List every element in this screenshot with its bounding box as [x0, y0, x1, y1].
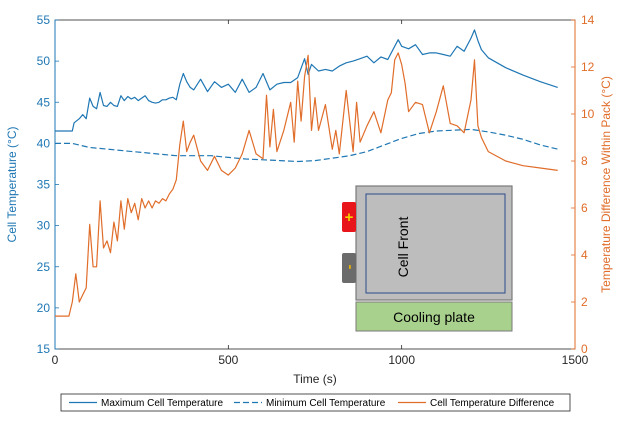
y-left-tick-label: 35 — [37, 178, 51, 192]
x-tick-label: 1500 — [562, 353, 589, 367]
plus-terminal-mark: + — [345, 209, 354, 226]
cell-inner-outline — [365, 193, 506, 294]
cell-body — [355, 185, 513, 301]
legend-label-min: Minimum Cell Temperature — [266, 398, 386, 409]
y-left-tick-label: 30 — [37, 219, 51, 233]
y-right-tick-label: 8 — [581, 154, 588, 168]
plus-terminal — [342, 202, 356, 232]
y-left-tick-label: 25 — [37, 260, 51, 274]
cooling-plate — [355, 301, 513, 332]
minus-terminal-mark: - — [342, 265, 359, 270]
legend-box — [60, 393, 571, 412]
series-cell-temperature-difference — [55, 52, 558, 317]
legend-label-max: Maximum Cell Temperature — [101, 398, 224, 409]
x-axis-label: Time (s) — [293, 372, 337, 386]
x-tick-label: 500 — [218, 353, 238, 367]
y-left-tick-label: 40 — [37, 136, 51, 150]
y-right-tick-label: 12 — [581, 60, 595, 74]
y-left-tick-label: 45 — [37, 95, 51, 109]
cooling-plate-label: Cooling plate — [393, 309, 475, 325]
series-min-cell-temperature — [55, 128, 558, 163]
x-tick-label: 0 — [52, 353, 59, 367]
x-tick-label: 1000 — [388, 353, 415, 367]
cell-inset-diagram: Cell Front + - Cooling plate — [342, 185, 513, 332]
chart-legend: Maximum Cell Temperature Minimum Cell Te… — [60, 393, 571, 412]
y-left-tick-label: 20 — [37, 301, 51, 315]
y-left-tick-label: 55 — [37, 13, 51, 27]
series-group — [55, 29, 558, 317]
legend-label-diff: Cell Temperature Difference — [430, 398, 555, 409]
y-right-tick-label: 10 — [581, 107, 595, 121]
cell-front-label: Cell Front — [395, 217, 411, 278]
y-right-axis-label: Temperature Difference Within Pack (°C) — [599, 76, 613, 293]
y-right-tick-label: 4 — [581, 248, 588, 262]
axes-group: 0 500 1000 1500 15 20 25 30 35 40 45 50 55 0 2 4 6 8 10 12 1… — [5, 13, 613, 386]
y-right-tick-label: 0 — [581, 342, 588, 356]
minus-terminal — [342, 253, 356, 283]
y-right-tick-label: 2 — [581, 295, 588, 309]
y-right-tick-label: 6 — [581, 201, 588, 215]
y-left-tick-label: 15 — [37, 342, 51, 356]
y-right-tick-label: 14 — [581, 13, 595, 27]
y-left-tick-label: 50 — [37, 54, 51, 68]
y-left-axis-label: Cell Temperature (°C) — [5, 127, 19, 243]
series-max-cell-temperature — [55, 29, 558, 132]
